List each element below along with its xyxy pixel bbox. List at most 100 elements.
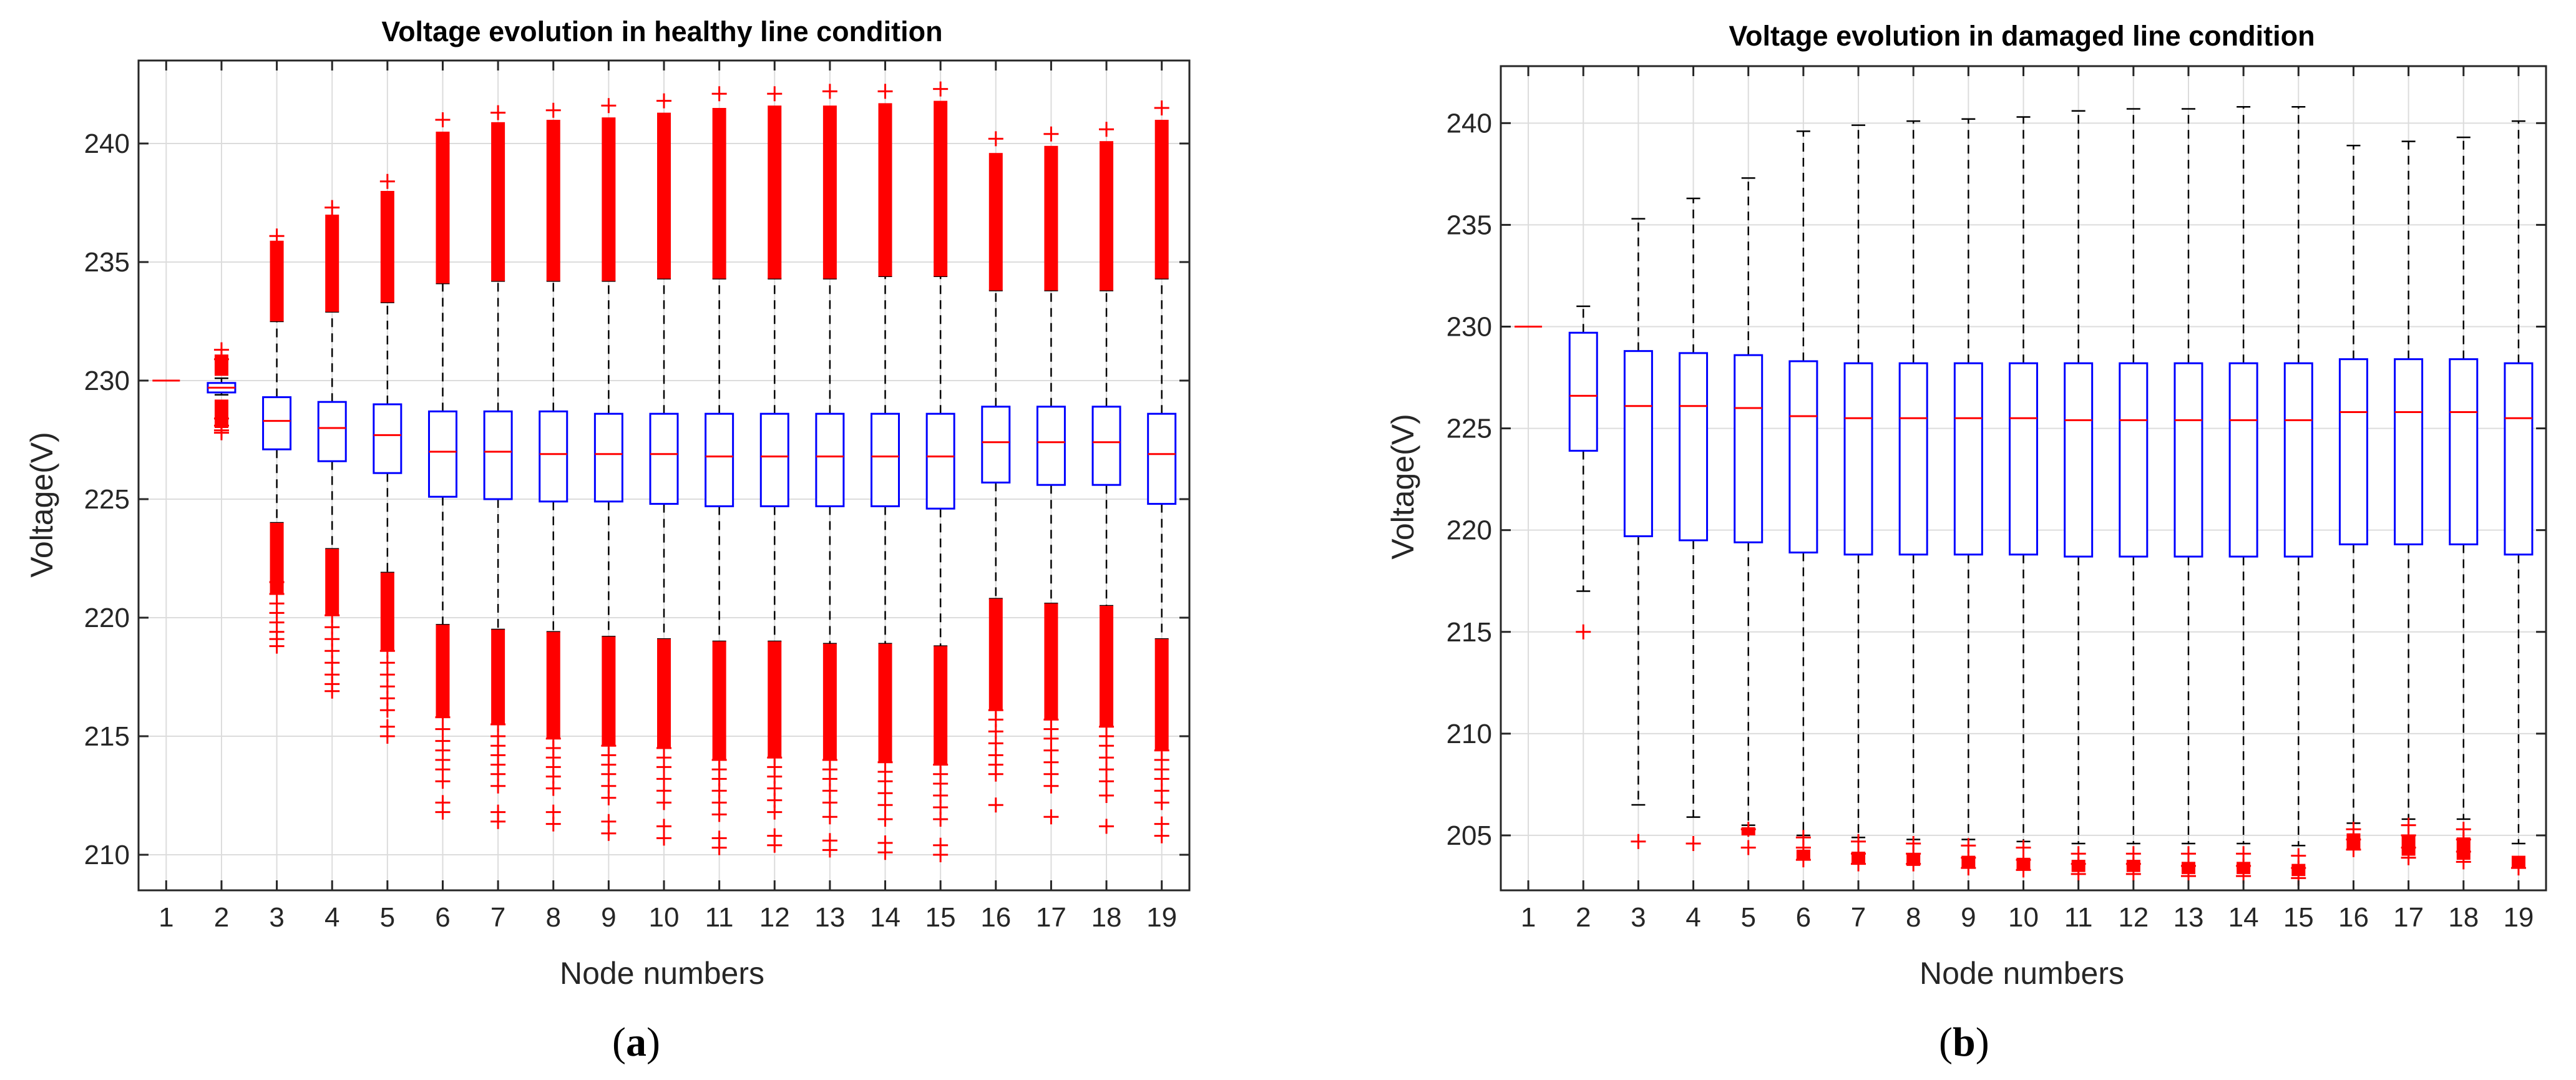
box-iqr: [1036, 406, 1066, 486]
outlier-band-lower: [988, 598, 1003, 711]
box-iqr: [1953, 362, 1983, 556]
x-tick-label: 13: [814, 902, 845, 933]
box-node-12: [2119, 108, 2149, 882]
box-node-17: [2394, 140, 2424, 865]
box-iqr: [539, 410, 568, 503]
chart-title: Voltage evolution in healthy line condit…: [381, 16, 942, 47]
outlier-marker: [379, 643, 395, 659]
box-node-9: [1953, 118, 1983, 876]
outlier-marker: [324, 608, 340, 623]
box-node-15: [925, 81, 955, 862]
box-node-18: [1091, 122, 1121, 834]
outlier-band-lower: [436, 625, 450, 718]
y-tick-label: 240: [84, 129, 130, 159]
x-tick-label: 9: [1961, 902, 1976, 933]
outlier-marker: [1099, 122, 1115, 137]
outlier-band-lower: [934, 646, 948, 765]
box-node-10: [649, 93, 679, 846]
outlier-marker: [1043, 712, 1059, 727]
outlier-marker: [767, 828, 783, 844]
box-iqr: [427, 410, 457, 498]
box-iqr: [2449, 358, 2479, 546]
box-iqr: [1788, 360, 1818, 554]
outlier-marker: [1961, 838, 1976, 854]
y-tick-label: 220: [84, 603, 130, 633]
outlier-band-upper: [878, 103, 892, 276]
box-node-2: [207, 342, 237, 440]
box-node-13: [815, 84, 845, 858]
outlier-marker: [2346, 822, 2361, 837]
outlier-marker: [877, 84, 893, 99]
outlier-band-lower: [270, 523, 284, 594]
box-node-11: [2064, 110, 2094, 882]
outlier-band-upper: [1154, 120, 1169, 279]
box-node-13: [2174, 108, 2203, 884]
x-tick-label: 15: [925, 902, 956, 933]
box-iqr: [871, 412, 900, 507]
outlier-marker: [213, 342, 229, 358]
box-iqr: [2394, 358, 2424, 546]
x-tick-label: 13: [2173, 902, 2203, 933]
x-tick-label: 17: [2393, 902, 2424, 933]
x-tick-label: 3: [1631, 902, 1646, 933]
box-iqr: [1623, 350, 1653, 537]
outlier-marker: [490, 804, 506, 820]
outlier-marker: [656, 819, 671, 834]
box-iqr: [925, 412, 955, 510]
panel-paren-open: (: [612, 1019, 626, 1065]
box-iqr: [2338, 358, 2368, 546]
outlier-band-upper: [657, 112, 671, 279]
box-iqr: [2283, 362, 2313, 558]
outlier-band-upper: [988, 153, 1003, 291]
outlier-band-lower: [546, 631, 560, 739]
outlier-band-lower: [768, 641, 782, 758]
outlier-band-upper: [436, 132, 450, 284]
outlier-marker: [1099, 819, 1115, 834]
box-node-7: [483, 105, 513, 829]
outlier-marker: [2236, 846, 2252, 862]
outlier-band-upper: [270, 240, 284, 321]
box-node-19: [1147, 100, 1177, 844]
box-iqr: [317, 401, 347, 462]
outlier-marker: [435, 112, 451, 127]
outlier-band-upper: [1100, 141, 1114, 291]
outlier-marker: [601, 814, 617, 829]
outlier-band-upper: [491, 122, 505, 281]
outlier-marker: [1686, 835, 1701, 851]
box-node-15: [2283, 105, 2313, 886]
y-tick-label: 210: [84, 840, 130, 870]
outlier-marker: [324, 200, 340, 215]
y-axis-label: Voltage(V): [24, 432, 59, 577]
x-axis-label: Node numbers: [1920, 956, 2124, 991]
y-tick-label: 235: [84, 247, 130, 278]
box-iqr: [705, 412, 734, 507]
outlier-marker: [711, 830, 727, 846]
y-tick-label: 220: [1447, 515, 1492, 546]
x-tick-label: 2: [214, 902, 229, 933]
box-iqr: [1679, 352, 1709, 542]
outlier-marker: [767, 750, 783, 766]
outlier-band-upper: [380, 191, 394, 303]
box-iqr: [1843, 362, 1873, 556]
box-iqr: [483, 410, 513, 500]
outlier-marker: [2016, 840, 2031, 855]
outlier-band-upper: [712, 108, 726, 279]
y-tick-label: 210: [1447, 719, 1492, 749]
outlier-marker: [822, 809, 837, 825]
x-tick-label: 1: [159, 902, 173, 933]
x-tick-label: 16: [980, 902, 1011, 933]
outlier-marker: [2401, 817, 2416, 833]
x-tick-label: 18: [1091, 902, 1122, 933]
box-iqr: [262, 396, 292, 450]
outlier-band-lower: [878, 643, 892, 762]
box-node-11: [705, 86, 734, 855]
panel-letter: a: [626, 1019, 646, 1065]
box-node-19: [2504, 120, 2534, 876]
box-node-17: [1036, 126, 1066, 825]
outlier-marker: [435, 709, 451, 725]
x-tick-label: 11: [2064, 902, 2093, 933]
panel-paren-close: ): [1976, 1019, 1989, 1065]
chart-title: Voltage evolution in damaged line condit…: [1729, 20, 2315, 52]
outlier-marker: [1740, 840, 1756, 855]
